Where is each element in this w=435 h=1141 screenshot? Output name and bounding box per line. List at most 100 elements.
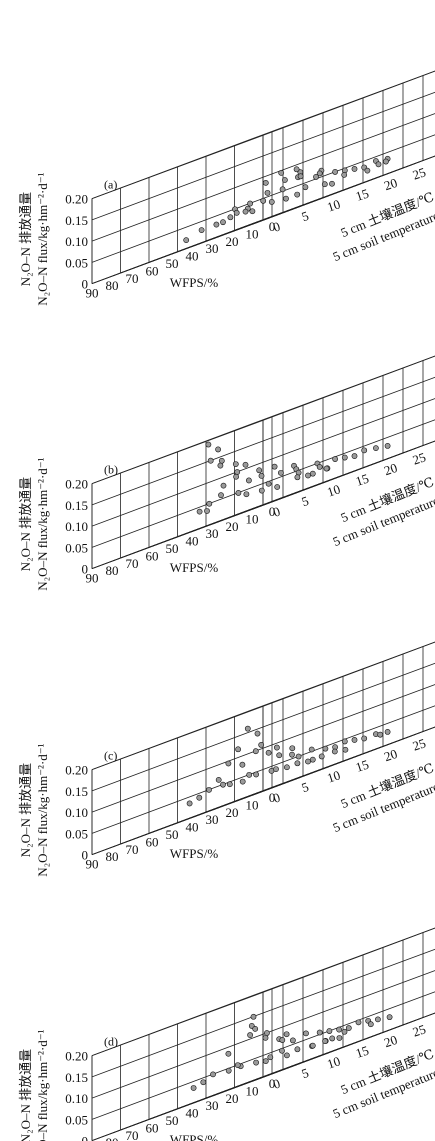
data-point: [309, 470, 316, 477]
grid-line: [91, 747, 264, 813]
data-point: [332, 456, 338, 462]
x-tick-label: 60: [146, 1120, 159, 1135]
data-point: [305, 758, 311, 765]
x-tick-label: 70: [126, 1128, 139, 1141]
data-point: [239, 778, 246, 785]
data-point: [295, 753, 302, 760]
data-point: [309, 1042, 316, 1049]
data-point: [258, 487, 265, 494]
data-point: [198, 227, 205, 234]
data-point: [329, 180, 335, 187]
data-point: [253, 771, 259, 778]
grid-line: [262, 705, 435, 770]
data-point: [341, 171, 348, 178]
data-point: [341, 1028, 348, 1035]
data-point: [215, 446, 221, 453]
z-tick-label: 0.10: [65, 234, 88, 249]
data-point: [244, 725, 251, 732]
y-tick-label: 10: [325, 481, 342, 499]
y-tick-label: 5: [300, 493, 311, 509]
data-point: [265, 480, 272, 487]
panel-label: (c): [104, 749, 117, 763]
x-tick-label: 40: [186, 249, 199, 264]
data-point: [283, 195, 289, 202]
data-point: [215, 776, 222, 783]
grid-line: [271, 927, 435, 990]
z-axis-title: N₂O–N 排放通量: [18, 477, 33, 571]
data-point: [234, 1062, 241, 1069]
y-tick-label: 15: [354, 471, 371, 489]
data-point: [267, 1054, 274, 1061]
data-point: [232, 461, 239, 467]
y-tick-label: 25: [411, 1021, 428, 1039]
data-point: [206, 500, 213, 507]
grid-line: [91, 483, 264, 548]
data-point: [218, 457, 225, 464]
x-tick-label: 80: [106, 563, 119, 578]
data-point: [351, 737, 358, 743]
grid-line: [91, 219, 264, 284]
z-axis-title-en: N₂O–N flux/kg·hm⁻²·d⁻¹: [35, 172, 50, 305]
data-point: [303, 1030, 309, 1037]
data-point: [351, 453, 358, 459]
y-tick-label: 15: [354, 757, 371, 775]
grid-line: [91, 1055, 264, 1120]
z-axis-title-en: N₂O–N flux/kg·hm⁻²·d⁻¹: [35, 743, 50, 876]
z-axis-title-en: N₂O–N flux/kg·hm⁻²·d⁻¹: [35, 457, 50, 590]
y-tick-label: 25: [411, 449, 428, 467]
grid-line: [91, 988, 273, 1056]
data-point: [242, 461, 249, 468]
grid-line: [271, 641, 435, 704]
data-point: [316, 464, 323, 470]
grid-line: [91, 769, 264, 834]
data-point: [213, 221, 220, 228]
y-tick-label: 25: [411, 164, 428, 182]
data-point: [384, 728, 391, 735]
z-axis-title: N₂O–N 排放通量: [18, 192, 33, 286]
grid-line: [262, 726, 435, 792]
grid-line: [91, 1076, 264, 1141]
panel-label: (d): [104, 1035, 118, 1049]
grid-line: [91, 1033, 264, 1099]
y-tick-label: 0: [271, 219, 282, 235]
z-tick-label: 0.15: [65, 1070, 88, 1085]
z-tick-label: 0.05: [65, 1112, 88, 1127]
grid-line: [91, 416, 273, 484]
z-axis-title-en: N₂O–N flux/kg·hm⁻²·d⁻¹: [35, 1029, 50, 1141]
panel-label: (b): [104, 463, 118, 477]
data-point: [309, 756, 316, 763]
x-tick-label: 0: [269, 1076, 276, 1091]
data-point: [243, 491, 250, 498]
y-tick-label: 10: [325, 767, 342, 785]
grid-line: [91, 155, 264, 221]
data-point: [226, 781, 233, 788]
x-tick-label: 10: [246, 1083, 259, 1098]
data-point: [268, 199, 275, 205]
x-tick-label: 0: [269, 790, 276, 805]
x-tick-label: 90: [86, 571, 99, 586]
data-point: [252, 748, 259, 755]
data-point: [386, 1014, 393, 1021]
data-point: [265, 749, 272, 756]
data-point: [196, 508, 203, 515]
data-point: [207, 457, 214, 464]
x-tick-label: 60: [146, 548, 159, 563]
y-tick-label: 5: [300, 779, 311, 795]
data-point: [183, 237, 190, 244]
x-axis-title: WFPS/%: [170, 560, 219, 575]
data-point: [336, 1026, 342, 1033]
data-point: [321, 181, 328, 188]
data-point: [308, 746, 315, 753]
grid-line: [262, 355, 435, 421]
y-tick-label: 10: [325, 1053, 342, 1071]
data-point: [206, 786, 212, 793]
data-point: [225, 1050, 232, 1057]
data-point: [341, 738, 348, 745]
data-point: [281, 177, 288, 183]
data-point: [329, 1035, 336, 1042]
data-point: [305, 472, 311, 479]
z-tick-label: 0: [82, 848, 89, 863]
chart-panel: (d)00.050.100.150.2090807060504030201000…: [18, 927, 435, 1141]
